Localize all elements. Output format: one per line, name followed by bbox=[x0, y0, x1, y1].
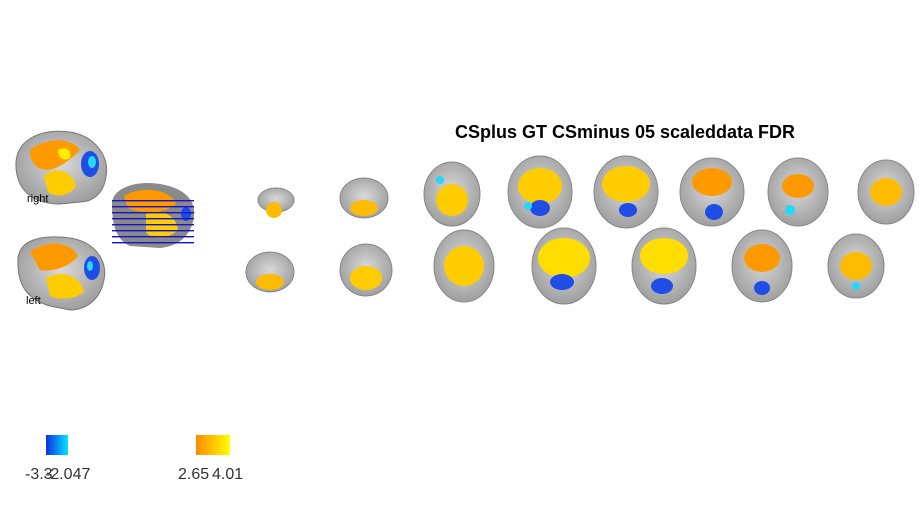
axial-slice bbox=[827, 233, 885, 299]
axial-slice bbox=[507, 155, 573, 229]
axial-slice bbox=[245, 251, 295, 293]
axial-slice bbox=[679, 157, 745, 227]
axial-slice bbox=[593, 155, 659, 229]
axial-slice bbox=[423, 161, 481, 227]
sagittal-right-brain bbox=[15, 130, 108, 205]
axial-slice bbox=[857, 159, 915, 225]
label-right: right bbox=[27, 193, 48, 205]
axial-slice bbox=[257, 187, 295, 218]
colorbar-positive-max: 4.01 bbox=[212, 466, 244, 483]
axial-slice bbox=[339, 243, 393, 297]
axial-slice bbox=[767, 157, 829, 227]
axial-slices bbox=[245, 155, 915, 305]
axial-slice bbox=[339, 177, 389, 219]
axial-slice bbox=[631, 227, 697, 305]
axial-slice bbox=[731, 229, 793, 303]
colorbar-positive bbox=[196, 435, 230, 455]
sagittal-slice-reference bbox=[112, 182, 195, 248]
label-left: left bbox=[26, 295, 41, 307]
colorbar-negative-max: -2.047 bbox=[45, 466, 91, 483]
figure-title: CSplus GT CSminus 05 scaleddata FDR bbox=[454, 122, 796, 142]
colorbar-positive-min: 2.65 bbox=[178, 466, 210, 483]
colorbar-negative-min: -3.3 bbox=[25, 466, 53, 483]
axial-slice bbox=[531, 227, 597, 305]
axial-slice bbox=[433, 229, 495, 303]
colorbar-negative bbox=[46, 435, 68, 455]
sagittal-left-brain bbox=[17, 236, 106, 311]
